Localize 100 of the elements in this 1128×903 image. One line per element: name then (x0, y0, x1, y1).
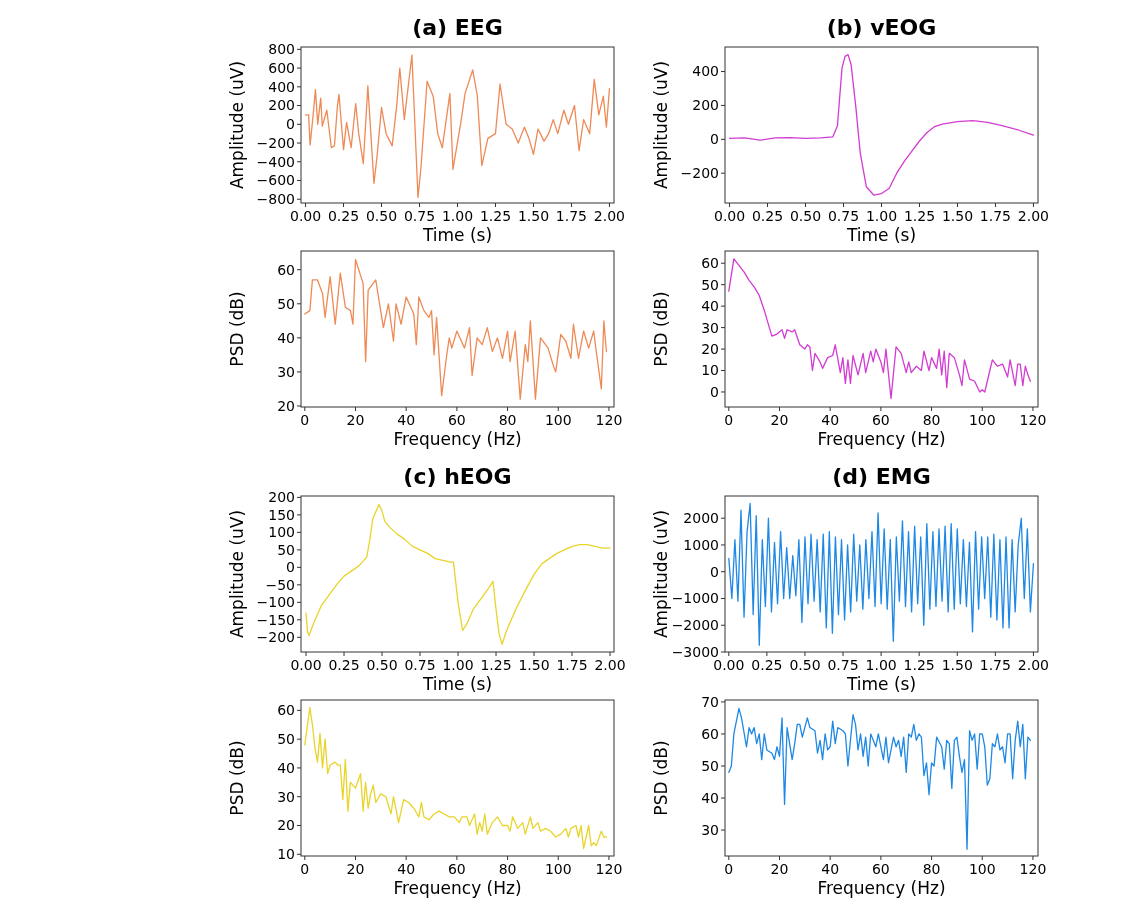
line-series (728, 258, 1032, 400)
x-tick-label: 1.50 (518, 657, 550, 673)
y-tick-label: 70 (701, 693, 719, 710)
x-tick-label: 0.00 (713, 208, 746, 224)
x-tick-label: 1.75 (555, 208, 588, 224)
x-tick-label: 0.00 (290, 657, 322, 673)
y-tick-label: 400 (268, 78, 295, 95)
x-tick-label: 60 (447, 412, 466, 428)
y-tick-label: −800 (256, 191, 295, 208)
y-tick-label: 50 (277, 295, 295, 312)
y-tick-label: 50 (277, 541, 295, 558)
y-tick-label: 1000 (683, 536, 719, 553)
x-tick-label: 80 (498, 412, 517, 428)
x-axis-title: Time (s) (845, 674, 917, 694)
line-series (305, 503, 611, 645)
y-axis-title: PSD (dB) (227, 291, 247, 367)
y-tick-label: −600 (256, 172, 295, 189)
x-axis-title: Time (s) (845, 225, 917, 245)
x-tick-label: 40 (821, 412, 840, 428)
y-axis-title: Amplitude (uV) (227, 60, 247, 190)
x-axis-title: Frequency (Hz) (393, 429, 522, 449)
line-series (728, 53, 1035, 196)
y-axis-title: Amplitude (uV) (651, 509, 671, 639)
y-tick-label: −3000 (671, 643, 719, 660)
y-tick-label: 20 (277, 397, 295, 414)
x-axis-title: Time (s) (421, 674, 493, 694)
x-tick-label: 120 (1019, 412, 1047, 428)
y-tick-label: 40 (277, 759, 295, 776)
x-tick-label: 1.25 (903, 208, 936, 224)
x-tick-label: 0 (300, 861, 310, 877)
x-axis-title: Frequency (Hz) (817, 878, 946, 898)
chart-title: (c) hEOG (403, 464, 512, 489)
x-tick-label: 20 (770, 412, 789, 428)
y-axis-title: PSD (dB) (227, 740, 247, 816)
x-tick-label: 1.25 (479, 208, 512, 224)
y-tick-label: 100 (268, 524, 295, 541)
x-tick-label: 100 (968, 861, 996, 877)
y-tick-label: 200 (692, 97, 719, 114)
x-tick-label: 1.50 (941, 208, 974, 224)
x-tick-label: 80 (498, 861, 517, 877)
y-tick-label: 10 (277, 846, 295, 863)
x-tick-label: 1.00 (442, 657, 474, 673)
y-tick-label: 40 (701, 789, 719, 806)
x-tick-label: 120 (1019, 861, 1047, 877)
x-tick-label: 0 (724, 861, 734, 877)
y-tick-label: 0 (710, 383, 719, 400)
x-tick-label: 60 (871, 861, 890, 877)
y-tick-label: 60 (277, 261, 295, 278)
y-tick-label: 60 (277, 702, 295, 719)
x-tick-label: 1.50 (941, 657, 973, 673)
y-axis-title: Amplitude (uV) (651, 60, 671, 190)
y-tick-label: 150 (268, 506, 295, 523)
y-tick-label: 400 (692, 63, 719, 80)
x-tick-label: 60 (871, 412, 890, 428)
y-tick-label: 30 (701, 319, 719, 336)
line-series (304, 258, 608, 400)
y-tick-label: 800 (268, 41, 295, 58)
y-tick-label: 600 (268, 59, 295, 76)
y-tick-label: 30 (701, 821, 719, 838)
x-axis-title: Time (s) (421, 225, 493, 245)
x-tick-label: 100 (544, 412, 572, 428)
x-tick-label: 0.75 (827, 657, 859, 673)
line-series (304, 54, 611, 199)
x-tick-label: 2.00 (594, 657, 626, 673)
x-tick-label: 0.25 (327, 208, 360, 224)
x-tick-label: 0.50 (366, 657, 398, 673)
x-tick-label: 1.75 (556, 657, 588, 673)
x-tick-label: 1.25 (903, 657, 935, 673)
y-tick-label: −100 (256, 594, 295, 611)
y-tick-label: −150 (256, 611, 295, 628)
x-tick-label: 0 (300, 412, 310, 428)
x-tick-label: 1.00 (865, 657, 897, 673)
y-tick-label: −1000 (671, 590, 719, 607)
y-tick-label: 2000 (683, 510, 719, 527)
x-tick-label: 2.00 (1017, 208, 1050, 224)
chart-title: (a) EEG (412, 15, 503, 40)
x-tick-label: 80 (922, 412, 941, 428)
y-tick-label: 40 (701, 298, 719, 315)
y-tick-label: 60 (701, 725, 719, 742)
line-series (728, 502, 1035, 646)
y-tick-label: 50 (701, 276, 719, 293)
x-tick-label: 0.50 (365, 208, 398, 224)
y-tick-label: 0 (286, 559, 295, 576)
y-axis-title: PSD (dB) (651, 740, 671, 816)
y-axis-title: Amplitude (uV) (227, 509, 247, 639)
x-tick-label: 1.25 (480, 657, 512, 673)
y-tick-label: 0 (710, 563, 719, 580)
x-tick-label: 0.25 (751, 208, 784, 224)
x-tick-label: 0.00 (289, 208, 322, 224)
y-tick-label: 0 (710, 131, 719, 148)
x-tick-label: 80 (922, 861, 941, 877)
x-tick-label: 120 (595, 861, 623, 877)
y-tick-label: −2000 (671, 617, 719, 634)
y-tick-label: 50 (701, 757, 719, 774)
y-tick-label: 10 (701, 362, 719, 379)
x-tick-label: 0.00 (713, 657, 745, 673)
x-tick-label: 1.75 (979, 657, 1011, 673)
x-tick-label: 0.25 (751, 657, 783, 673)
x-tick-label: 120 (595, 412, 623, 428)
x-tick-label: 0.50 (789, 657, 821, 673)
